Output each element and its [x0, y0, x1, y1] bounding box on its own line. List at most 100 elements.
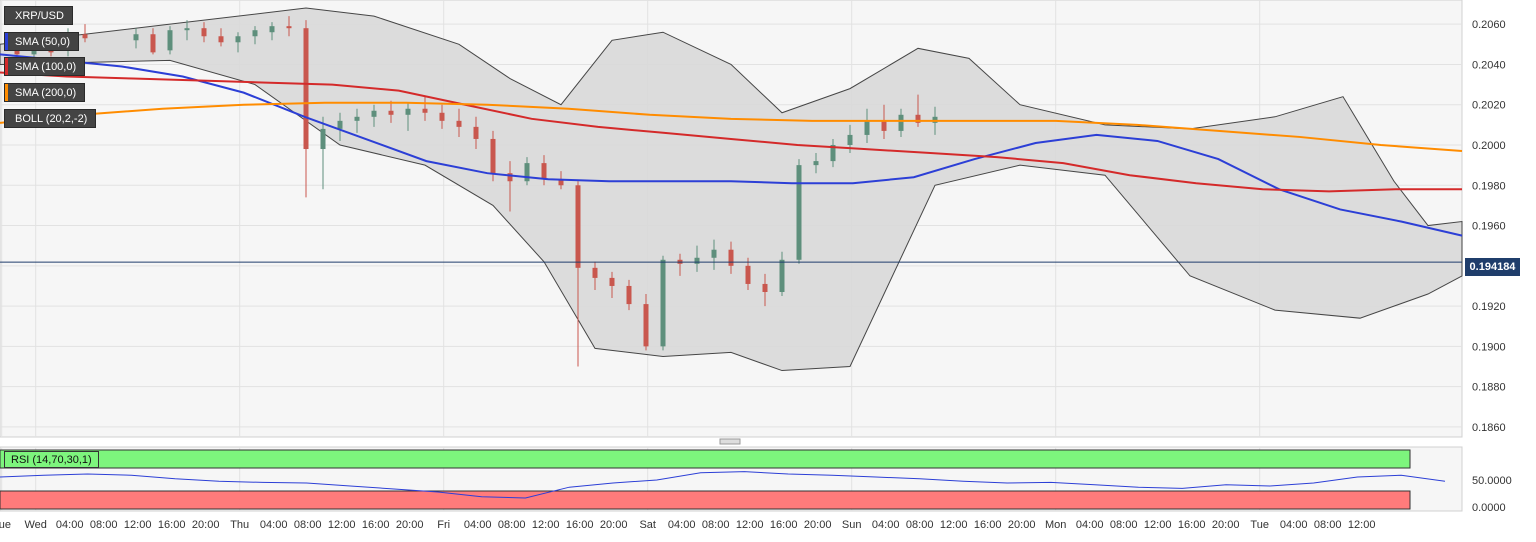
x-tick-label: Mon: [1045, 519, 1066, 531]
candle-bear: [592, 267, 598, 278]
candle-bull: [133, 34, 139, 41]
x-tick-label: 08:00: [1110, 519, 1138, 531]
x-tick-label: 04:00: [668, 519, 696, 531]
x-tick-label: 04:00: [1076, 519, 1104, 531]
x-tick-label: Tue: [0, 519, 11, 531]
y-tick-label: 0.1900: [1472, 341, 1506, 353]
candle-bear: [150, 34, 156, 53]
candle-bear: [626, 285, 632, 305]
candle-bear: [558, 179, 564, 186]
candle-bear: [609, 277, 615, 286]
x-tick-label: 04:00: [56, 519, 84, 531]
rsi-line: [0, 471, 1446, 499]
boll-label: BOLL (20,2,-2): [15, 113, 88, 125]
y-tick-label: 0.2040: [1472, 59, 1506, 71]
x-tick-label: 04:00: [464, 519, 492, 531]
candle-bear: [456, 120, 462, 127]
candle-bull: [660, 259, 666, 347]
x-tick-label: 04:00: [1280, 519, 1308, 531]
x-tick-label: 12:00: [940, 519, 968, 531]
sma100-label: SMA (100,0): [15, 61, 77, 73]
x-tick-label: 16:00: [566, 519, 594, 531]
candle-bull: [796, 165, 802, 260]
x-tick-label: Tue: [1250, 519, 1269, 531]
pane-resize-handle: [719, 438, 741, 445]
legend-sma50[interactable]: SMA (50,0): [4, 32, 80, 51]
candle-bear: [541, 163, 547, 180]
candle-bull: [337, 120, 343, 129]
x-tick-label: 12:00: [736, 519, 764, 531]
boll-swatch: [5, 110, 8, 127]
x-tick-label: 20:00: [804, 519, 832, 531]
candle-bull: [371, 110, 377, 117]
x-tick-label: 16:00: [770, 519, 798, 531]
rsi-y-tick-label: 0.0000: [1472, 502, 1506, 514]
candle-bull: [864, 120, 870, 135]
symbol-label-text: XRP/USD: [15, 10, 64, 22]
candle-bull: [711, 249, 717, 258]
rsi-label-text: RSI (14,70,30,1): [11, 454, 92, 466]
candle-bear: [575, 185, 581, 268]
sma-200-line: [0, 101, 1463, 153]
candle-bull: [932, 116, 938, 123]
candle-bear: [643, 304, 649, 347]
y-tick-label: 0.2000: [1472, 140, 1506, 152]
candle-bull: [830, 144, 836, 162]
legend-sma200[interactable]: SMA (200,0): [4, 83, 86, 102]
x-tick-label: 20:00: [192, 519, 220, 531]
x-tick-label: 08:00: [1314, 519, 1342, 531]
x-tick-label: 08:00: [702, 519, 730, 531]
x-tick-label: 20:00: [600, 519, 628, 531]
y-tick-label: 0.2060: [1472, 19, 1506, 31]
sma50-label: SMA (50,0): [15, 36, 71, 48]
x-tick-label: 20:00: [1212, 519, 1240, 531]
x-tick-label: 04:00: [260, 519, 288, 531]
x-tick-label: 16:00: [158, 519, 186, 531]
x-tick-label: 08:00: [498, 519, 526, 531]
x-tick-label: 12:00: [532, 519, 560, 531]
candle-bear: [286, 26, 292, 29]
sma-100-line: [0, 71, 1462, 193]
candle-bull: [524, 163, 530, 182]
x-tick-label: Sun: [842, 519, 862, 531]
sma-50-line: [0, 53, 1463, 237]
rsi-oversold-zone: [0, 490, 1411, 510]
candle-bear: [881, 120, 887, 131]
x-tick-label: 12:00: [124, 519, 152, 531]
candle-bear: [473, 126, 479, 139]
x-tick-label: 12:00: [328, 519, 356, 531]
candle-bear: [82, 34, 88, 39]
candle-bear: [388, 110, 394, 115]
candle-bear: [439, 112, 445, 121]
candle-bear: [422, 108, 428, 113]
rsi-y-tick-label: 50.0000: [1472, 475, 1512, 487]
sma200-swatch: [5, 84, 8, 101]
sma100-swatch: [5, 58, 8, 75]
y-tick-label: 0.1880: [1472, 382, 1506, 394]
x-tick-label: 08:00: [90, 519, 118, 531]
current-price-text: 0.194184: [1469, 261, 1516, 273]
candle-bull: [235, 36, 241, 43]
legend-boll[interactable]: BOLL (20,2,-2): [4, 109, 97, 128]
x-tick-label: 08:00: [906, 519, 934, 531]
candle-bull: [252, 30, 258, 37]
rsi-overbought-zone: [0, 449, 1411, 469]
legend-sma100[interactable]: SMA (100,0): [4, 57, 86, 76]
x-tick-label: Sat: [639, 519, 656, 531]
symbol-label[interactable]: XRP/USD: [4, 6, 73, 25]
candle-bear: [507, 173, 513, 182]
x-tick-label: 16:00: [974, 519, 1002, 531]
candle-bull: [184, 28, 190, 31]
y-tick-label: 0.1960: [1472, 221, 1506, 233]
x-tick-label: 08:00: [294, 519, 322, 531]
candle-bull: [779, 259, 785, 293]
candle-bull: [320, 128, 326, 150]
y-tick-label: 0.1860: [1472, 422, 1506, 434]
x-tick-label: 16:00: [362, 519, 390, 531]
candle-bull: [354, 116, 360, 121]
candle-bull: [167, 30, 173, 51]
sma50-swatch: [5, 33, 8, 50]
rsi-label[interactable]: RSI (14,70,30,1): [4, 451, 99, 468]
